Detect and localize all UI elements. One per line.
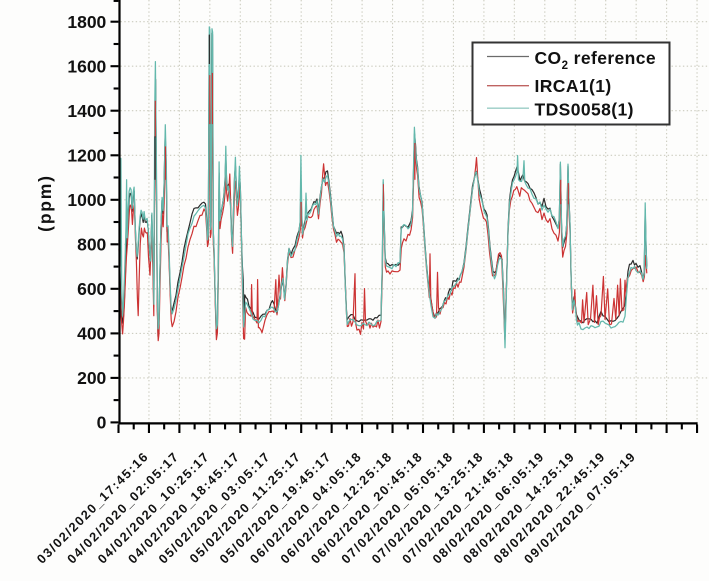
- svg-text:0: 0: [97, 413, 107, 433]
- svg-text:1000: 1000: [67, 190, 106, 210]
- svg-text:600: 600: [77, 279, 106, 299]
- svg-text:IRCA1(1): IRCA1(1): [535, 76, 612, 96]
- svg-text:(ppm): (ppm): [35, 174, 55, 232]
- svg-text:1200: 1200: [67, 146, 106, 166]
- svg-text:1600: 1600: [67, 57, 106, 77]
- svg-text:200: 200: [77, 368, 106, 388]
- svg-text:400: 400: [77, 324, 106, 344]
- svg-text:TDS0058(1): TDS0058(1): [535, 99, 634, 119]
- svg-text:1400: 1400: [67, 101, 106, 121]
- svg-text:1800: 1800: [67, 12, 106, 32]
- svg-text:800: 800: [77, 235, 106, 255]
